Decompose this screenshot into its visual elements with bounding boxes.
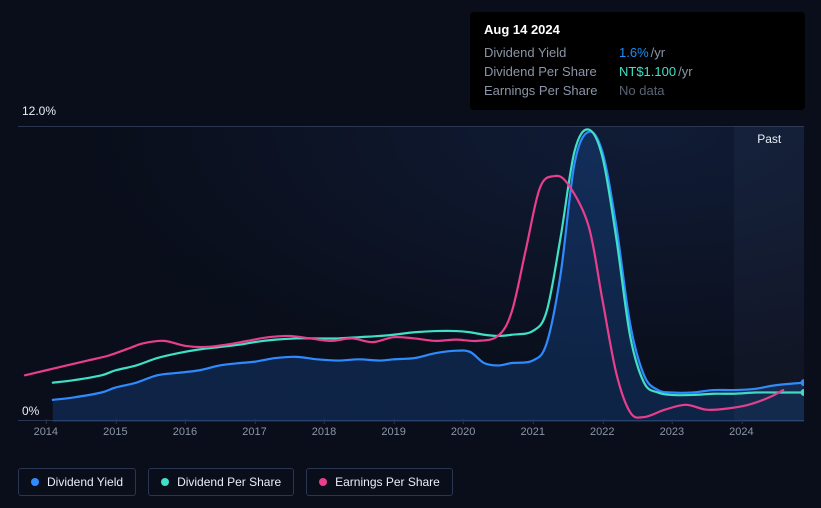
tooltip-label: Dividend Per Share (484, 64, 619, 79)
tooltip-row: Dividend Per ShareNT$1.100/yr (484, 62, 791, 81)
x-tick-label: 2018 (312, 426, 336, 438)
tooltip-label: Earnings Per Share (484, 83, 619, 98)
x-tick-label: 2022 (590, 426, 614, 438)
tooltip-value: 1.6% (619, 45, 649, 60)
tooltip-row: Dividend Yield1.6%/yr (484, 43, 791, 62)
legend-item[interactable]: Dividend Per Share (148, 468, 294, 496)
x-axis-ticks: 2014 2015 2016 2017 2018 2019 2020 2021 2022 2023… (18, 426, 804, 446)
legend-dot-icon (31, 478, 39, 486)
tooltip-row: Earnings Per ShareNo data (484, 81, 791, 100)
y-axis-max-label: 12.0% (22, 104, 56, 118)
x-tick-label: 2024 (729, 426, 753, 438)
legend-dot-icon (161, 478, 169, 486)
x-tick-label: 2020 (451, 426, 475, 438)
x-tick-label: 2015 (103, 426, 127, 438)
tooltip-value: NT$1.100 (619, 64, 676, 79)
legend-label: Dividend Per Share (177, 475, 281, 489)
legend-dot-icon (319, 478, 327, 486)
legend-item[interactable]: Earnings Per Share (306, 468, 453, 496)
x-tick-label: 2016 (173, 426, 197, 438)
tooltip-value: No data (619, 83, 665, 98)
legend-item[interactable]: Dividend Yield (18, 468, 136, 496)
tooltip-label: Dividend Yield (484, 45, 619, 60)
x-tick-label: 2014 (34, 426, 58, 438)
chart-legend: Dividend Yield Dividend Per Share Earnings… (18, 468, 453, 496)
x-tick-label: 2019 (381, 426, 405, 438)
chart-area: 12.0% 0% Past 20142015201620172018201920… (18, 108, 804, 458)
x-tick-label: 2023 (660, 426, 684, 438)
legend-label: Dividend Yield (47, 475, 123, 489)
past-label: Past (757, 132, 781, 146)
x-tick-label: 2017 (242, 426, 266, 438)
tooltip-suffix: /yr (678, 64, 692, 79)
tooltip-suffix: /yr (651, 45, 665, 60)
data-tooltip: Aug 14 2024 Dividend Yield1.6%/yrDividen… (470, 12, 805, 110)
legend-label: Earnings Per Share (335, 475, 440, 489)
plot-region[interactable] (18, 126, 804, 421)
x-tick-label: 2021 (520, 426, 544, 438)
past-region: Past (734, 126, 804, 421)
tooltip-date: Aug 14 2024 (484, 22, 791, 37)
